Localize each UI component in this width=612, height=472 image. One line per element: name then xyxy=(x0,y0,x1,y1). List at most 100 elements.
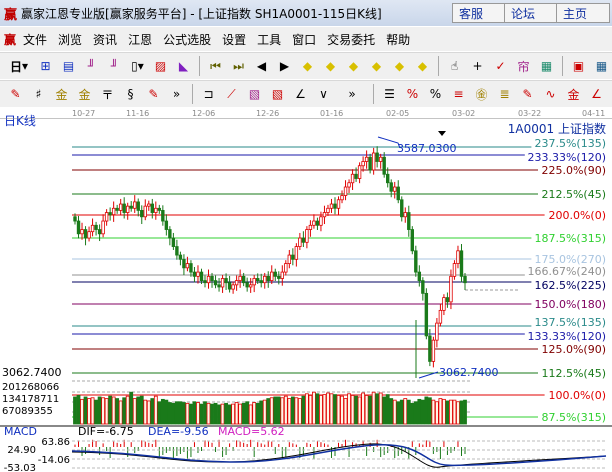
volume-bar xyxy=(378,392,383,425)
spiral-icon[interactable]: § xyxy=(127,87,134,101)
volume-bar xyxy=(382,396,387,425)
kline-chart[interactable]: 237.5%(135)233.33%(120)225.0%(90) 212.5%(… xyxy=(0,118,612,472)
menu-settings[interactable]: 设置 xyxy=(222,32,247,47)
menu-gann[interactable]: 江恩 xyxy=(128,32,153,47)
percent-icon[interactable]: % xyxy=(406,87,419,101)
move-left-icon[interactable]: ◆ xyxy=(302,59,313,73)
pen2-icon[interactable]: ✎ xyxy=(148,87,159,101)
low-marker-line xyxy=(418,371,439,379)
candle-up xyxy=(364,156,369,162)
fib-label: 150.0%(180) xyxy=(534,298,606,311)
forum-button[interactable]: 论坛 xyxy=(504,3,558,23)
rights-icon[interactable]: ▨ xyxy=(154,59,167,73)
color-bars-icon[interactable]: ◣ xyxy=(178,59,189,73)
zoom-in-icon[interactable]: ◆ xyxy=(348,59,359,73)
grid-icon[interactable]: ♯ xyxy=(35,87,42,101)
gold-lines-icon[interactable]: ≣ xyxy=(499,87,510,101)
monthly-icon[interactable]: ╜ xyxy=(110,59,119,73)
hand-icon[interactable]: ☝ xyxy=(450,59,459,73)
candle-down xyxy=(259,280,263,284)
volume-bar xyxy=(108,395,113,425)
candle-down xyxy=(76,220,81,235)
info-icon[interactable]: ▤ xyxy=(62,59,75,73)
angle-icon[interactable]: ∠ xyxy=(295,87,306,101)
gann-icon[interactable]: ▦ xyxy=(540,59,553,73)
volume-bar xyxy=(389,398,394,425)
weekly-icon[interactable]: ╜ xyxy=(87,59,96,73)
first-icon[interactable]: ⏮ xyxy=(210,58,221,73)
pen3-icon[interactable]: ✎ xyxy=(522,87,533,101)
candle-up xyxy=(452,263,457,277)
menu-trade[interactable]: 交易委托 xyxy=(327,32,376,47)
chart-type-icon[interactable]: ⊞ xyxy=(40,59,51,73)
gold-circle-icon[interactable]: ㊎ xyxy=(475,87,488,102)
period-dropdown[interactable]: 日 ▾ xyxy=(9,59,29,74)
menu-file[interactable]: 文件 xyxy=(23,32,48,47)
expand-icon[interactable]: ◆ xyxy=(394,59,405,73)
menu-tools[interactable]: 工具 xyxy=(257,32,282,47)
percent-lines-icon[interactable]: ≡ xyxy=(453,87,464,101)
pen-icon[interactable]: ✎ xyxy=(10,87,21,101)
candle-up xyxy=(322,212,327,218)
tools-icon[interactable]: 帘 xyxy=(517,59,530,74)
more2-icon[interactable]: » xyxy=(348,87,356,101)
zoom-out-icon[interactable]: ◆ xyxy=(371,59,382,73)
menu-window[interactable]: 窗口 xyxy=(292,32,317,47)
candle-up xyxy=(87,231,91,239)
volume-bar xyxy=(164,399,169,425)
gold-icon[interactable]: 金 xyxy=(55,87,68,102)
volume-bar xyxy=(104,398,109,425)
percent-sign-icon[interactable]: % xyxy=(429,87,442,101)
menu-browse[interactable]: 浏览 xyxy=(58,32,83,47)
ruler-icon[interactable]: ☰ xyxy=(384,87,395,101)
menu-formula[interactable]: 公式选股 xyxy=(163,32,212,47)
volume-bar xyxy=(431,399,436,425)
volume-bar xyxy=(427,397,432,425)
candle-dropdown-icon[interactable]: ▯▾ xyxy=(131,59,144,73)
volume-bar xyxy=(252,402,257,425)
volume-bar xyxy=(269,397,274,425)
candle-up xyxy=(270,271,274,281)
more-icon[interactable]: » xyxy=(172,87,181,101)
menu-info[interactable]: 资讯 xyxy=(93,32,118,47)
candle-down xyxy=(157,207,162,211)
next-icon[interactable]: ▶ xyxy=(279,59,290,73)
volume-bar xyxy=(139,395,144,425)
volume-bar xyxy=(273,396,278,425)
volume-bar xyxy=(76,394,81,425)
calculator-icon[interactable]: ▦ xyxy=(595,59,608,73)
menu-help[interactable]: 帮助 xyxy=(386,32,411,47)
volume-bar xyxy=(452,399,457,425)
gold-box-icon[interactable]: 金 xyxy=(567,87,580,102)
volume-bar xyxy=(438,398,443,425)
square-icon[interactable]: ▧ xyxy=(248,87,261,101)
volume-bar xyxy=(322,394,327,425)
gold2-icon[interactable]: 金 xyxy=(78,87,91,102)
fan-icon[interactable]: ⟋ xyxy=(227,86,236,101)
home-button[interactable]: 主页 xyxy=(556,3,610,23)
candle-down xyxy=(182,258,186,269)
angle2-icon[interactable]: ∠ xyxy=(591,87,602,101)
candle-down xyxy=(241,275,246,284)
calendar-icon[interactable]: ▣ xyxy=(572,59,585,73)
date-tick: 01-16 xyxy=(320,109,344,118)
service-button[interactable]: 客服 xyxy=(452,3,506,23)
candle-up xyxy=(248,284,253,288)
volume-bar xyxy=(203,401,207,425)
date-tick: 03-02 xyxy=(452,109,476,118)
volume-bar xyxy=(146,400,151,425)
fib-label: 200.0%(0) xyxy=(548,209,606,222)
box-icon[interactable]: ⊐ xyxy=(203,87,214,101)
draw-icon[interactable]: ✓ xyxy=(495,59,506,73)
shrink-icon[interactable]: ◆ xyxy=(417,59,428,73)
last-icon[interactable]: ⏭ xyxy=(233,58,244,73)
lines-icon[interactable]: 〒 xyxy=(101,87,114,102)
date-tick: 12-26 xyxy=(256,109,280,118)
angle-fan-icon[interactable]: ▧ xyxy=(271,87,284,101)
gold-wave-icon[interactable]: ∿ xyxy=(545,87,556,101)
volume-bar xyxy=(406,399,411,425)
wave-icon[interactable]: ∨ xyxy=(319,87,328,101)
crosshair-icon[interactable]: + xyxy=(472,59,483,73)
prev-icon[interactable]: ◀ xyxy=(256,59,267,73)
move-right-icon[interactable]: ◆ xyxy=(325,59,336,73)
